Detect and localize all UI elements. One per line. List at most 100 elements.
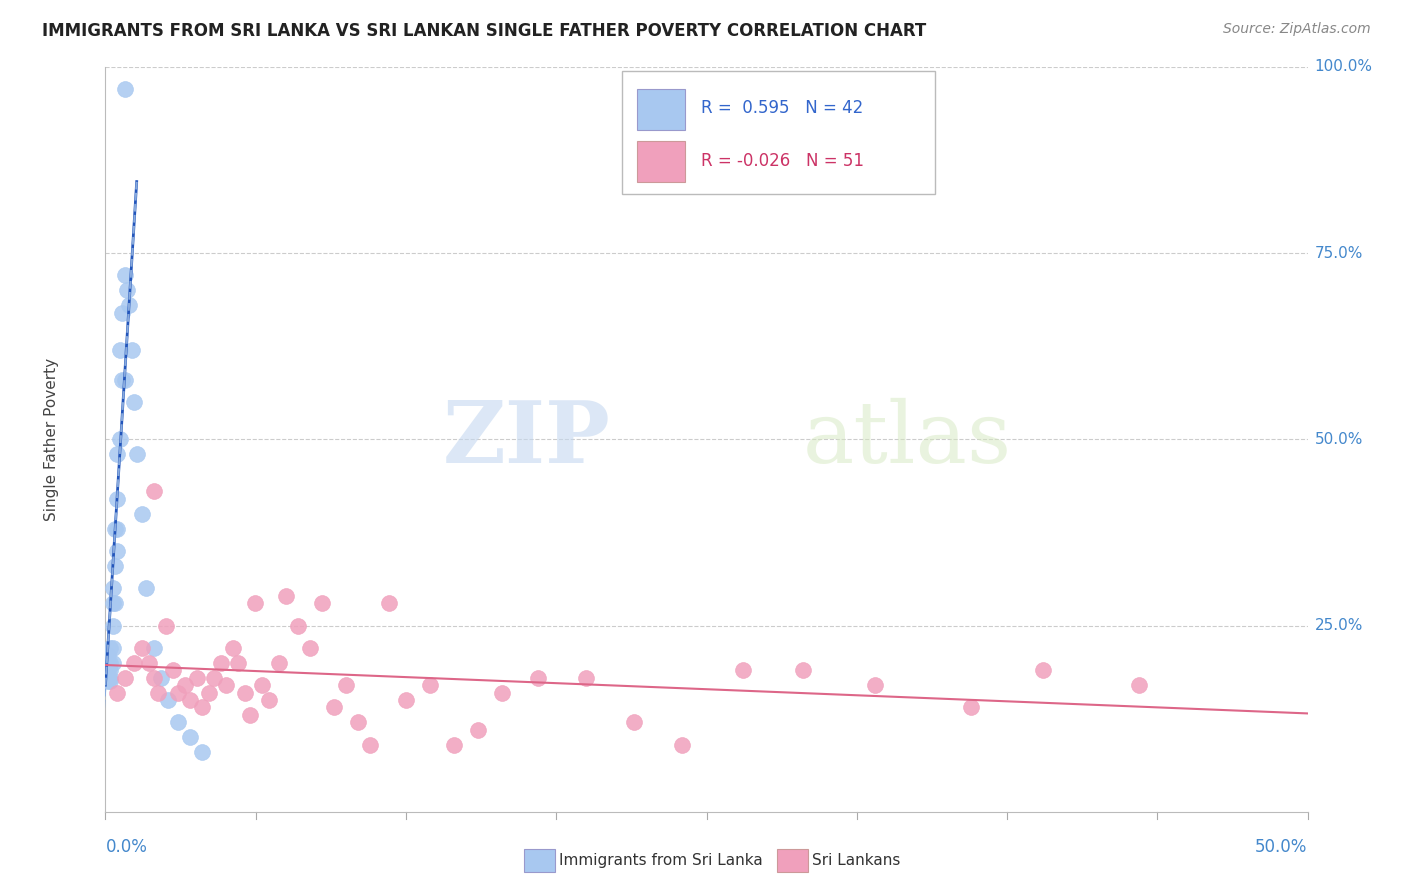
Point (378, 596, 401, 610)
FancyBboxPatch shape (623, 70, 935, 194)
Point (107, 685, 129, 699)
Point (243, 596, 266, 610)
Point (135, 582, 157, 596)
Point (575, 671, 598, 685)
Point (107, 491, 129, 506)
Point (107, 544, 129, 558)
Point (98, 663, 121, 677)
Point (101, 618, 124, 632)
Point (222, 640, 245, 655)
Point (125, 447, 148, 461)
Text: Source: ZipAtlas.com: Source: ZipAtlas.com (1223, 22, 1371, 37)
Point (335, 678, 357, 692)
Point (233, 685, 256, 699)
Point (115, 284, 138, 298)
Point (395, 693, 418, 707)
Point (162, 663, 184, 677)
Point (131, 640, 153, 655)
Point (114, 373, 136, 387)
Point (101, 656, 124, 670)
Text: 0.0%: 0.0% (105, 838, 148, 856)
Text: Immigrants from Sri Lanka: Immigrants from Sri Lanka (560, 854, 762, 868)
Point (419, 678, 441, 692)
Point (138, 656, 160, 670)
Bar (637, 89, 685, 130)
Point (121, 343, 143, 357)
Point (239, 707, 262, 722)
Point (155, 618, 177, 632)
Text: 75.0%: 75.0% (1315, 245, 1362, 260)
Point (467, 723, 489, 737)
Point (250, 678, 273, 692)
Point (202, 671, 225, 685)
Text: 25.0%: 25.0% (1315, 618, 1362, 633)
Point (108, 343, 131, 357)
Point (491, 685, 513, 699)
Point (97, 663, 120, 677)
Text: R = -0.026   N = 51: R = -0.026 N = 51 (700, 153, 863, 170)
Point (98, 640, 121, 655)
Text: Single Father Poverty: Single Father Poverty (44, 358, 59, 521)
Point (623, 715, 645, 730)
Text: 100.0%: 100.0% (1315, 60, 1372, 74)
Point (347, 715, 370, 730)
Point (214, 678, 236, 692)
Point (148, 685, 170, 699)
Point (527, 671, 550, 685)
Point (149, 671, 172, 685)
Point (198, 685, 221, 699)
Point (104, 558, 127, 573)
Point (166, 715, 188, 730)
Point (101, 596, 124, 610)
Point (731, 663, 754, 677)
Point (114, 268, 136, 283)
Point (267, 656, 290, 670)
Point (166, 685, 188, 699)
Point (114, 82, 136, 96)
Point (97, 671, 120, 685)
Point (104, 596, 127, 610)
Point (97, 648, 120, 663)
Point (1128, 678, 1150, 692)
Point (107, 522, 129, 536)
Point (107, 447, 129, 461)
Point (114, 671, 136, 685)
Point (443, 738, 465, 752)
Text: ZIP: ZIP (443, 397, 610, 482)
Point (101, 582, 124, 596)
Point (108, 433, 131, 447)
Point (190, 745, 212, 759)
Point (863, 678, 886, 692)
Point (97, 674, 120, 689)
Point (792, 663, 814, 677)
Point (173, 678, 195, 692)
Point (142, 671, 165, 685)
Point (142, 640, 165, 655)
Point (274, 589, 297, 603)
Text: 50.0%: 50.0% (1256, 838, 1308, 856)
Point (156, 693, 179, 707)
Point (179, 693, 201, 707)
Point (322, 700, 344, 714)
Point (1032, 663, 1054, 677)
Text: 50.0%: 50.0% (1315, 432, 1362, 447)
Point (960, 700, 983, 714)
Point (359, 738, 381, 752)
Point (111, 306, 134, 320)
Text: Sri Lankans: Sri Lankans (813, 854, 900, 868)
Point (101, 640, 124, 655)
Point (671, 738, 693, 752)
Bar (637, 142, 685, 182)
Text: atlas: atlas (803, 398, 1012, 481)
Point (179, 730, 201, 744)
Point (124, 395, 146, 409)
Text: R =  0.595   N = 42: R = 0.595 N = 42 (700, 99, 863, 117)
Text: IMMIGRANTS FROM SRI LANKA VS SRI LANKAN SINGLE FATHER POVERTY CORRELATION CHART: IMMIGRANTS FROM SRI LANKA VS SRI LANKAN … (42, 22, 927, 40)
Point (104, 522, 127, 536)
Point (131, 507, 153, 521)
Point (257, 693, 280, 707)
Point (118, 298, 141, 312)
Point (298, 640, 321, 655)
Point (98, 656, 121, 670)
Point (226, 656, 249, 670)
